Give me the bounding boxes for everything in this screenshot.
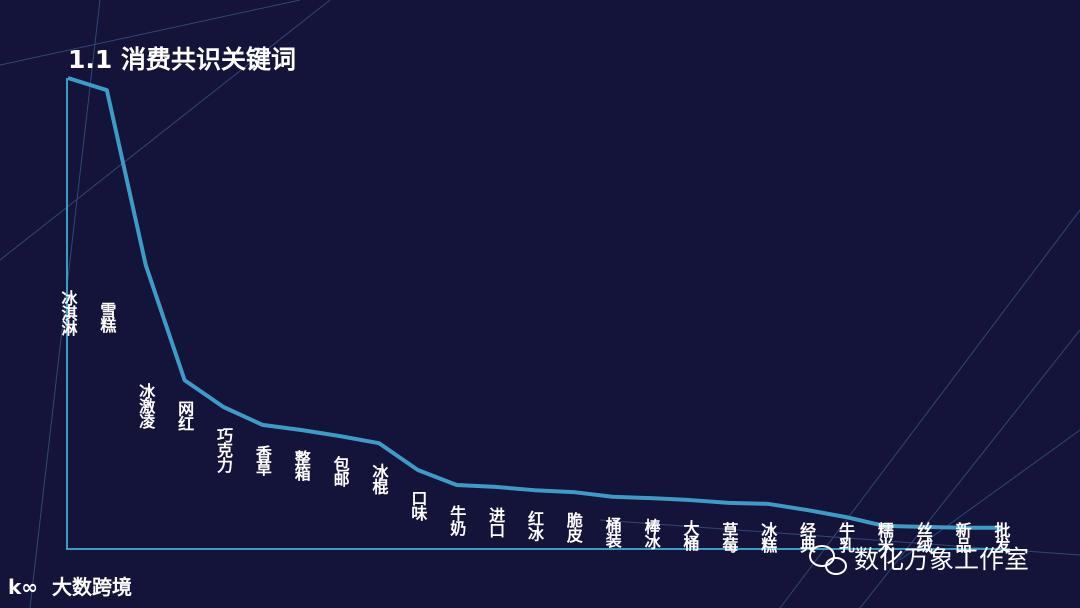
category-label: 网红 [175,400,194,431]
category-label: 整箱 [292,449,312,482]
category-label: 雪糕 [97,302,116,334]
wechat-icon [809,545,835,567]
data-line [67,76,1001,530]
logo-text: 大数跨境 [52,575,132,599]
category-label: 桶装 [603,516,623,549]
category-label: 包邮 [331,455,350,488]
category-label: 批发 [992,521,1012,554]
category-label: 糯米 [875,521,894,554]
category-label: 脆皮 [564,511,584,544]
category-label: 冰糕 [758,521,777,554]
category-label: 香草 [253,445,273,477]
category-label: 冰激凌 [136,382,155,430]
category-label: 冰淇淋 [59,289,78,337]
category-label: 棒冰 [642,517,661,550]
category-label: 牛乳 [836,521,855,554]
category-label: 新品 [953,521,972,554]
category-label: 红冰 [525,509,544,542]
category-label: 丝绒 [914,521,933,554]
logo-icon: k∞ [8,575,38,599]
chart-title: 1.1 消费共识关键词 [68,45,296,74]
category-label: 巧克力 [214,427,233,474]
watermark: 数化万象工作室 [809,545,1029,575]
logo: k∞ 大数跨境 [8,575,132,599]
category-label: 大桶 [681,519,700,552]
watermark-text: 数化万象工作室 [854,545,1029,574]
category-label: 冰棍 [370,462,389,495]
category-label: 草莓 [719,522,738,554]
category-label: 牛奶 [447,504,466,537]
category-label: 经典 [797,521,816,554]
wechat-icon [825,557,847,575]
category-label: 进口 [486,507,505,538]
category-label: 口味 [408,490,427,522]
